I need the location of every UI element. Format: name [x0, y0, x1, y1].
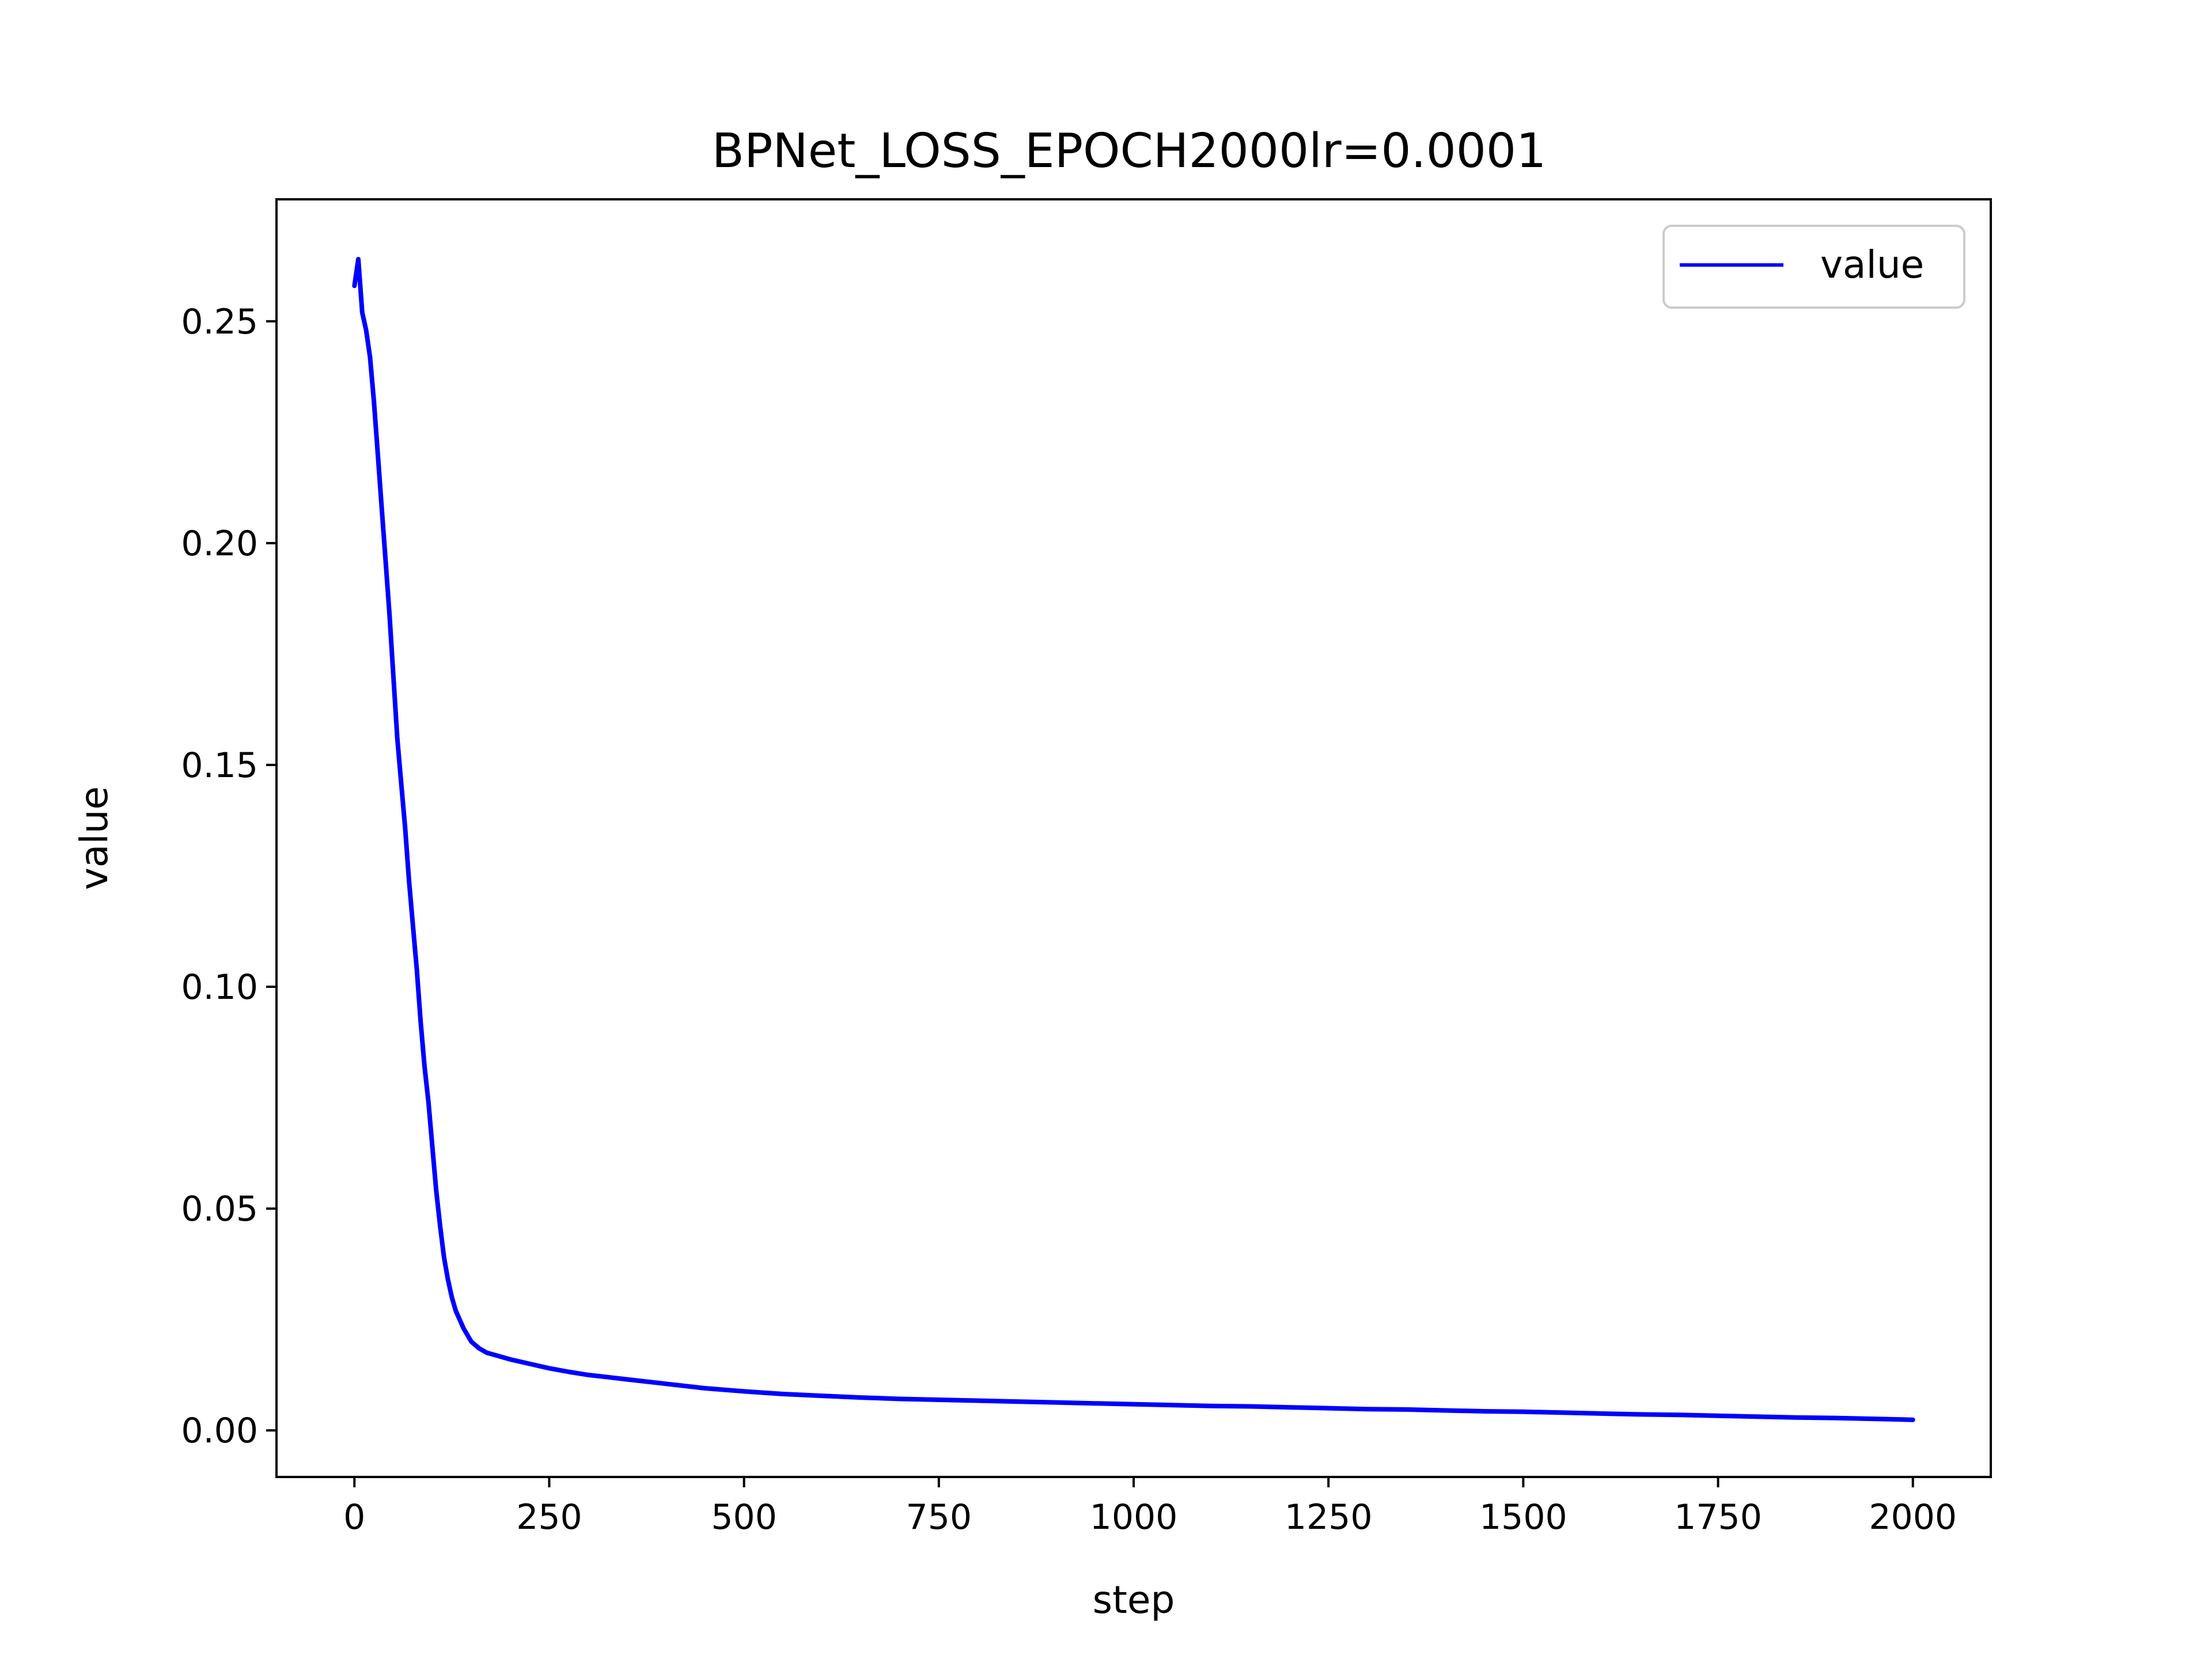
x-tick-label: 1250 — [1285, 1497, 1373, 1537]
y-tick-label: 0.20 — [181, 524, 258, 564]
x-axis: 0 250 500 750 1000 1250 1500 1750 2000 — [343, 1477, 1957, 1537]
series-line-value — [352, 257, 1915, 1422]
y-tick-label: 0.00 — [181, 1411, 258, 1451]
legend-box — [1662, 225, 1965, 309]
chart-title: BPNet_LOSS_EPOCH2000lr=0.0001 — [712, 124, 1547, 179]
x-tick-label: 750 — [906, 1497, 972, 1537]
y-tick-label: 0.10 — [181, 967, 258, 1007]
y-tick-label: 0.05 — [181, 1189, 258, 1229]
legend: value — [1662, 225, 1965, 309]
y-axis: 0.00 0.05 0.10 0.15 0.20 0.25 — [181, 302, 276, 1451]
legend-label-value: value — [1820, 243, 1924, 287]
x-tick-label: 1750 — [1674, 1497, 1762, 1537]
x-tick-label: 1500 — [1479, 1497, 1567, 1537]
plot-area: 0 250 500 750 1000 1250 1500 1750 2000 0.000.050… — [181, 198, 1992, 1537]
x-tick-label: 250 — [516, 1497, 582, 1537]
x-tick-label: 2000 — [1869, 1497, 1957, 1537]
x-tick-label: 500 — [711, 1497, 777, 1537]
y-axis-label: value — [72, 786, 116, 890]
series-layer — [352, 257, 1915, 1422]
x-tick-label: 0 — [343, 1497, 365, 1537]
y-tick-label: 0.25 — [181, 302, 258, 342]
y-tick-label: 0.15 — [181, 745, 258, 786]
x-tick-label: 1000 — [1090, 1497, 1178, 1537]
x-axis-label: step — [1093, 1578, 1175, 1622]
